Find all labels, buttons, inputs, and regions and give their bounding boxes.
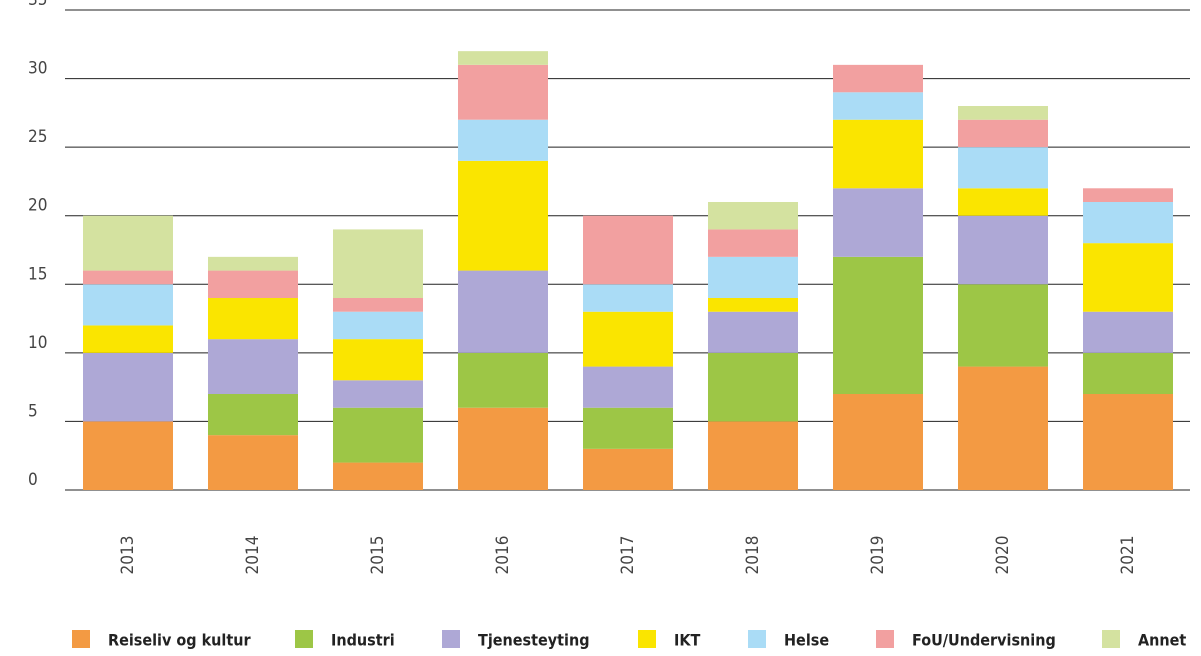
bar-segment — [333, 407, 423, 463]
bar-segment — [458, 270, 548, 353]
bar-segment — [208, 435, 298, 490]
bar-segment — [958, 215, 1048, 285]
bar-segment — [958, 119, 1048, 148]
legend-label: FoU/Undervisning — [912, 631, 1056, 650]
bar-segment — [83, 421, 173, 490]
x-tick-label: 2016 — [493, 536, 513, 575]
legend-swatch — [72, 630, 90, 648]
bar-segment — [83, 284, 173, 326]
bar-segment — [333, 229, 423, 298]
legend-label: Annet — [1138, 631, 1186, 650]
legend-swatch — [295, 630, 313, 648]
bar-segment — [958, 366, 1048, 490]
bar-segment — [958, 106, 1048, 120]
bar-segment — [458, 119, 548, 161]
bar-segment — [208, 256, 298, 271]
bar-segment — [958, 284, 1048, 367]
bar-segment — [458, 51, 548, 65]
bar-segment — [458, 352, 548, 408]
legend-swatch — [1102, 630, 1120, 648]
bar-segment — [208, 394, 298, 436]
bar-segment — [83, 352, 173, 422]
bar-segment — [583, 366, 673, 408]
bar-segment — [1083, 243, 1173, 312]
x-tick-label: 2019 — [868, 536, 888, 575]
y-tick-label: 35 — [28, 0, 47, 10]
legend-label: Helse — [784, 631, 829, 650]
y-tick-label: 0 — [28, 470, 38, 490]
y-tick-label: 10 — [28, 333, 47, 353]
bar-segment — [833, 256, 923, 394]
bar-segment — [708, 421, 798, 490]
bar-segment — [83, 270, 173, 285]
legend-swatch — [748, 630, 766, 648]
x-tick-label: 2018 — [743, 536, 763, 575]
y-tick-label: 25 — [28, 127, 47, 147]
x-tick-label: 2014 — [243, 536, 263, 575]
bar-segment — [583, 311, 673, 367]
x-tick-label: 2021 — [1118, 536, 1138, 575]
bar-segment — [83, 215, 173, 271]
bar-segment — [833, 188, 923, 257]
x-tick-label: 2017 — [618, 536, 638, 575]
x-tick-label: 2013 — [118, 536, 138, 575]
bar-segment — [708, 256, 798, 298]
bar-segment — [333, 311, 423, 340]
bar-segment — [833, 394, 923, 490]
bar-segment — [1083, 394, 1173, 490]
bar-segment — [708, 298, 798, 312]
bar-segment — [83, 325, 173, 353]
bar-segment — [208, 270, 298, 298]
legend-swatch — [876, 630, 894, 648]
bar-segment — [1083, 311, 1173, 353]
bar-segment — [583, 215, 673, 285]
bar-segment — [708, 229, 798, 257]
bar-segment — [333, 339, 423, 381]
bar-segment — [333, 462, 423, 490]
bar-segment — [833, 119, 923, 189]
bar-segment — [708, 202, 798, 230]
bar-segment — [208, 339, 298, 394]
bar-segment — [708, 352, 798, 422]
bar-segment — [833, 64, 923, 93]
legend-swatch — [638, 630, 656, 648]
legend-label: Reiseliv og kultur — [108, 631, 251, 650]
bar-segment — [833, 92, 923, 120]
bar-segment — [583, 284, 673, 312]
y-tick-label: 20 — [28, 196, 47, 216]
bar-segment — [458, 160, 548, 271]
bar-segment — [1083, 352, 1173, 394]
bar-segment — [333, 298, 423, 312]
legend-label: IKT — [674, 631, 701, 650]
bar-segment — [333, 380, 423, 408]
bar-segment — [208, 298, 298, 340]
bar-segment — [1083, 202, 1173, 244]
bar-segment — [583, 407, 673, 449]
bar-segment — [458, 407, 548, 490]
bar-segment — [583, 448, 673, 490]
legend-label: Tjenesteyting — [478, 631, 590, 650]
y-tick-label: 5 — [28, 401, 38, 421]
bar-segment — [958, 147, 1048, 189]
bar-segment — [1083, 188, 1173, 202]
x-tick-label: 2015 — [368, 536, 388, 575]
legend-swatch — [442, 630, 460, 648]
x-tick-label: 2020 — [993, 536, 1013, 575]
y-tick-label: 15 — [28, 264, 47, 284]
bar-segment — [708, 311, 798, 353]
y-tick-label: 30 — [28, 59, 47, 79]
bar-segment — [958, 188, 1048, 216]
legend-label: Industri — [331, 631, 395, 650]
bar-segment — [458, 64, 548, 120]
